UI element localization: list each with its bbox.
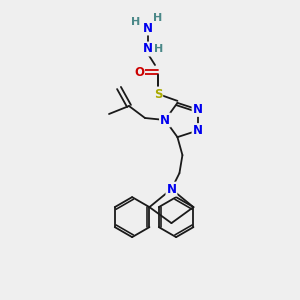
Text: H: H	[154, 44, 164, 54]
Text: S: S	[154, 88, 162, 100]
Text: H: H	[153, 13, 163, 23]
Text: O: O	[134, 65, 144, 79]
Text: N: N	[143, 22, 153, 34]
Text: N: N	[143, 43, 153, 56]
Text: H: H	[131, 17, 141, 27]
Text: N: N	[193, 124, 202, 137]
Text: N: N	[160, 113, 170, 127]
Text: N: N	[167, 183, 176, 196]
Text: N: N	[193, 103, 202, 116]
